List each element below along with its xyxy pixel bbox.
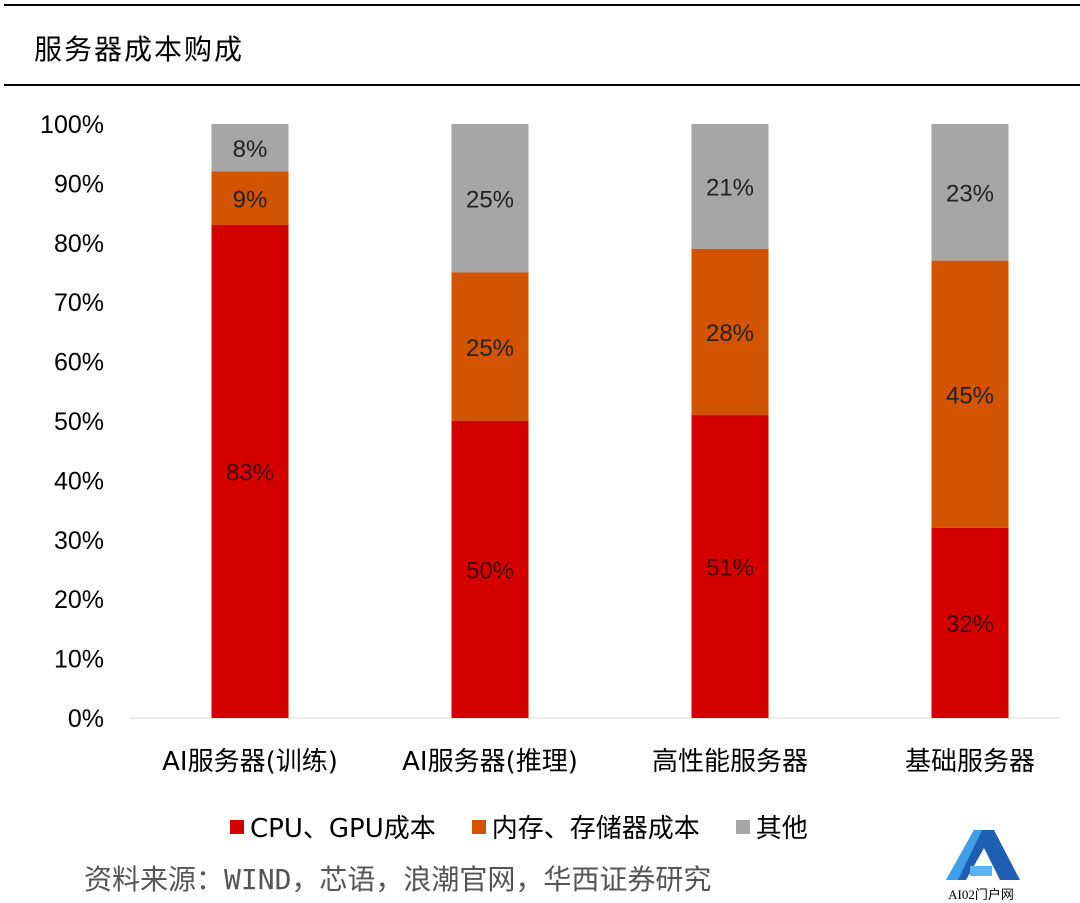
bar-segment (691, 124, 769, 249)
chart-area: 0% 10% 20% 30% 40% 50% 60% 70% 80% 90% 100% 83% 9% 8%… (40, 111, 1060, 777)
y-tick-label: 20% (54, 586, 104, 614)
data-label: 51% (706, 555, 754, 582)
legend-item-cpu-gpu: CPU、GPU成本 (230, 808, 436, 845)
bar-segment (211, 171, 289, 225)
y-tick-label: 70% (54, 289, 104, 317)
bar-segment (451, 124, 529, 273)
y-tick-label: 10% (54, 646, 104, 674)
bar-segment (451, 421, 529, 718)
y-tick-label: 30% (54, 527, 104, 555)
bar-segment (931, 527, 1009, 718)
data-label: 50% (466, 558, 514, 585)
data-label: 32% (946, 611, 994, 638)
chart-title: 服务器成本购成 (34, 33, 245, 66)
y-tick-label: 80% (54, 230, 104, 258)
source-note: 资料来源：WIND，芯语，浪潮官网，华西证券研究 (84, 863, 712, 896)
data-label: 23% (946, 180, 994, 207)
legend-item-other: 其他 (735, 808, 808, 845)
data-label: 45% (946, 382, 994, 409)
legend-swatch (471, 819, 486, 834)
legend-item-memory: 内存、存储器成本 (471, 808, 700, 845)
logo-a-icon (946, 830, 1020, 880)
x-tick-label: AI服务器(推理) (402, 747, 578, 777)
title-rule (4, 84, 1080, 86)
y-tick-label: 50% (54, 408, 104, 436)
data-label: 8% (233, 136, 268, 163)
data-label: 83% (226, 459, 274, 486)
data-label: 21% (706, 174, 754, 201)
bar-segment (211, 224, 289, 719)
watermark-logo: AI02门户网 (936, 828, 1026, 903)
watermark-text: AI02门户网 (948, 887, 1014, 902)
bar-segment (931, 124, 1009, 261)
data-label: 28% (706, 320, 754, 347)
legend-label: 其他 (755, 814, 808, 844)
bar-segment (691, 415, 769, 718)
legend: CPU、GPU成本 内存、存储器成本 其他 (230, 808, 808, 845)
y-tick-label: 100% (40, 111, 104, 139)
bar-segment (451, 272, 529, 421)
x-tick-label: 基础服务器 (905, 747, 1035, 777)
bar-segment (211, 124, 289, 172)
y-tick-label: 0% (68, 705, 104, 733)
y-tick-label: 40% (54, 467, 104, 495)
bar-segment (691, 248, 769, 416)
legend-swatch (230, 819, 244, 834)
legend-swatch (735, 819, 750, 834)
x-tick-label: AI服务器(训练) (162, 747, 338, 777)
bar-segment (931, 260, 1009, 528)
y-tick-label: 60% (54, 349, 104, 377)
legend-label: CPU、GPU成本 (250, 814, 436, 844)
data-label: 25% (466, 335, 514, 362)
data-label: 25% (466, 186, 514, 213)
y-tick-label: 90% (54, 170, 104, 198)
x-tick-label: 高性能服务器 (652, 747, 808, 777)
legend-label: 内存、存储器成本 (491, 814, 700, 844)
data-label: 9% (233, 186, 268, 213)
top-rule (4, 4, 1080, 6)
